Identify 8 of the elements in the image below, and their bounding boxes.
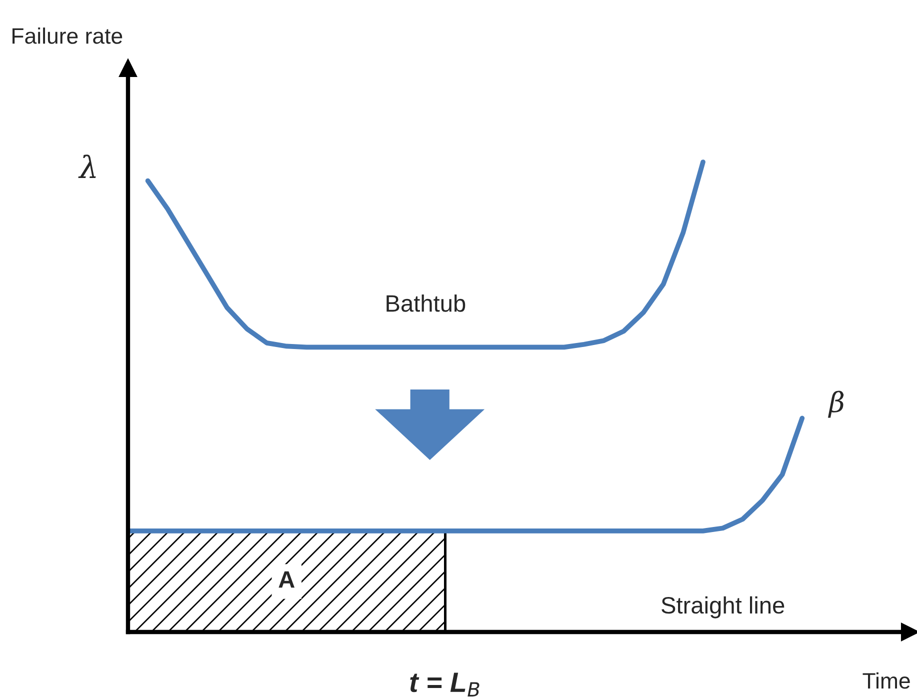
series-label: Bathtub xyxy=(386,294,466,312)
text: β xyxy=(828,390,844,418)
text: t = L$_{B}$ xyxy=(410,672,480,696)
series-label: A xyxy=(278,571,295,588)
text: λ xyxy=(78,154,96,178)
text: Failure rate xyxy=(12,28,122,44)
text: Straight line xyxy=(662,596,784,618)
x-axis-title: Time xyxy=(862,672,910,689)
